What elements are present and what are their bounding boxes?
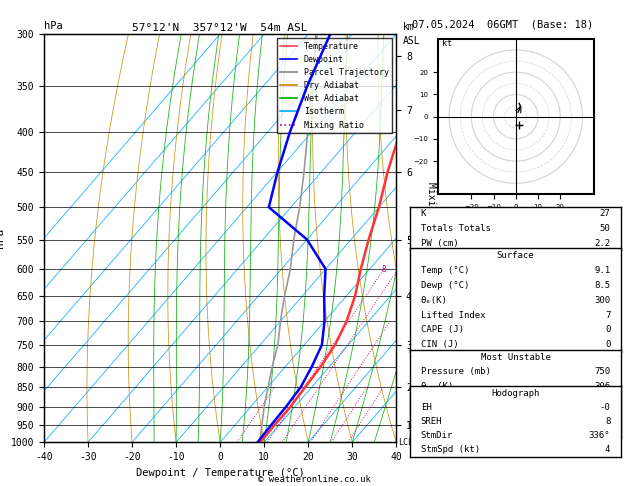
Text: 2: 2 [605,397,610,405]
Text: 300: 300 [594,295,610,305]
Y-axis label: hPa: hPa [0,228,5,248]
X-axis label: Dewpoint / Temperature (°C): Dewpoint / Temperature (°C) [136,468,304,478]
Text: CIN (J): CIN (J) [421,426,459,434]
Text: 750: 750 [594,367,610,376]
Text: km: km [403,22,415,32]
Text: 07.05.2024  06GMT  (Base: 18): 07.05.2024 06GMT (Base: 18) [412,19,593,30]
Text: 8: 8 [382,264,386,274]
Text: Pressure (mb): Pressure (mb) [421,367,491,376]
Text: SREH: SREH [421,417,442,426]
Text: PW (cm): PW (cm) [421,239,459,247]
Text: 27: 27 [599,209,610,218]
Text: 0: 0 [605,326,610,334]
Text: hPa: hPa [44,21,63,31]
Text: Lifted Index: Lifted Index [421,311,485,319]
Text: 0: 0 [605,340,610,349]
Text: LCL: LCL [399,438,413,447]
Text: 4: 4 [605,445,610,454]
Text: 8.5: 8.5 [594,281,610,290]
Text: CIN (J): CIN (J) [421,340,459,349]
Text: StmSpd (kt): StmSpd (kt) [421,445,480,454]
Text: CAPE (J): CAPE (J) [421,326,464,334]
Text: 306: 306 [594,382,610,391]
Text: -0: -0 [599,403,610,412]
Text: ASL: ASL [403,36,421,46]
Text: Temp (°C): Temp (°C) [421,266,469,275]
Text: K: K [421,209,426,218]
Text: © weatheronline.co.uk: © weatheronline.co.uk [258,474,371,484]
Text: Dewp (°C): Dewp (°C) [421,281,469,290]
Text: Mixing Ratio (g/kg): Mixing Ratio (g/kg) [426,182,437,294]
Text: Surface: Surface [497,251,534,260]
Text: Most Unstable: Most Unstable [481,353,550,362]
Text: StmDir: StmDir [421,431,453,440]
Text: CAPE (J): CAPE (J) [421,411,464,420]
Text: 0: 0 [605,411,610,420]
Text: Hodograph: Hodograph [491,389,540,398]
Text: EH: EH [421,403,431,412]
Text: 0: 0 [605,426,610,434]
Text: θₑ (K): θₑ (K) [421,382,453,391]
Title: 57°12'N  357°12'W  54m ASL: 57°12'N 357°12'W 54m ASL [132,23,308,33]
Text: θₑ(K): θₑ(K) [421,295,447,305]
Text: Lifted Index: Lifted Index [421,397,485,405]
Text: 9.1: 9.1 [594,266,610,275]
Text: Totals Totals: Totals Totals [421,224,491,233]
Text: kt: kt [442,38,452,48]
Text: 8: 8 [605,417,610,426]
Legend: Temperature, Dewpoint, Parcel Trajectory, Dry Adiabat, Wet Adiabat, Isotherm, Mi: Temperature, Dewpoint, Parcel Trajectory… [277,38,392,133]
Text: 2.2: 2.2 [594,239,610,247]
Text: 336°: 336° [589,431,610,440]
Text: 50: 50 [599,224,610,233]
Text: 7: 7 [605,311,610,319]
